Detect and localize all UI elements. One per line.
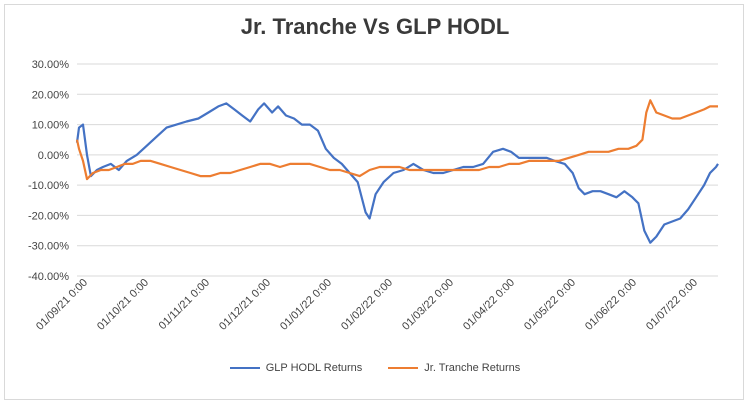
y-axis-labels: 30.00% 20.00% 10.00% 0.00% -10.00% -20.00% -30… bbox=[28, 59, 69, 283]
legend-item-glp-hodl: GLP HODL Returns bbox=[229, 362, 363, 374]
chart-title: Jr. Tranche Vs GLP HODL bbox=[240, 14, 510, 39]
legend-label-glp-hodl: GLP HODL Returns bbox=[265, 362, 363, 374]
x-tick-label: 01/09/21 0:00 bbox=[34, 277, 90, 333]
y-tick-label: 20.00% bbox=[32, 89, 70, 101]
y-tick-label: 30.00% bbox=[32, 59, 70, 71]
series-line-jr-tranche bbox=[75, 99, 718, 181]
y-tick-label: -30.00% bbox=[28, 241, 69, 253]
x-tick-label: 01/12/21 0:00 bbox=[217, 277, 273, 333]
x-axis-labels: 01/09/21 0:00 01/10/21 0:00 01/11/21 0:00 0… bbox=[34, 277, 700, 333]
legend-item-jr-tranche: Jr. Tranche Returns bbox=[388, 362, 520, 374]
legend-swatch-glp-hodl bbox=[229, 367, 260, 369]
x-tick-label: 01/04/22 0:00 bbox=[461, 277, 517, 333]
x-tick-label: 01/02/22 0:00 bbox=[339, 277, 395, 333]
y-tick-label: 10.00% bbox=[32, 120, 70, 132]
x-tick-label: 01/05/22 0:00 bbox=[522, 277, 578, 333]
series-lines bbox=[75, 99, 719, 244]
y-tick-label: -20.00% bbox=[28, 210, 69, 222]
legend-label-jr-tranche: Jr. Tranche Returns bbox=[424, 362, 521, 374]
y-tick-label: -10.00% bbox=[28, 180, 69, 192]
x-tick-label: 01/07/22 0:00 bbox=[644, 277, 700, 333]
y-tick-label: 0.00% bbox=[38, 150, 69, 162]
x-tick-label: 01/11/21 0:00 bbox=[157, 277, 212, 332]
x-tick-label: 01/03/22 0:00 bbox=[400, 277, 456, 333]
legend: GLP HODL Returns Jr. Tranche Returns bbox=[0, 362, 750, 374]
x-tick-label: 01/01/22 0:00 bbox=[278, 277, 334, 333]
x-tick-label: 01/10/21 0:00 bbox=[95, 277, 151, 333]
gridlines bbox=[77, 63, 718, 277]
x-tick-label: 01/06/22 0:00 bbox=[583, 277, 639, 333]
series-line-glp-hodl bbox=[75, 102, 719, 244]
legend-swatch-jr-tranche bbox=[388, 367, 419, 369]
y-tick-label: -40.00% bbox=[28, 271, 69, 283]
